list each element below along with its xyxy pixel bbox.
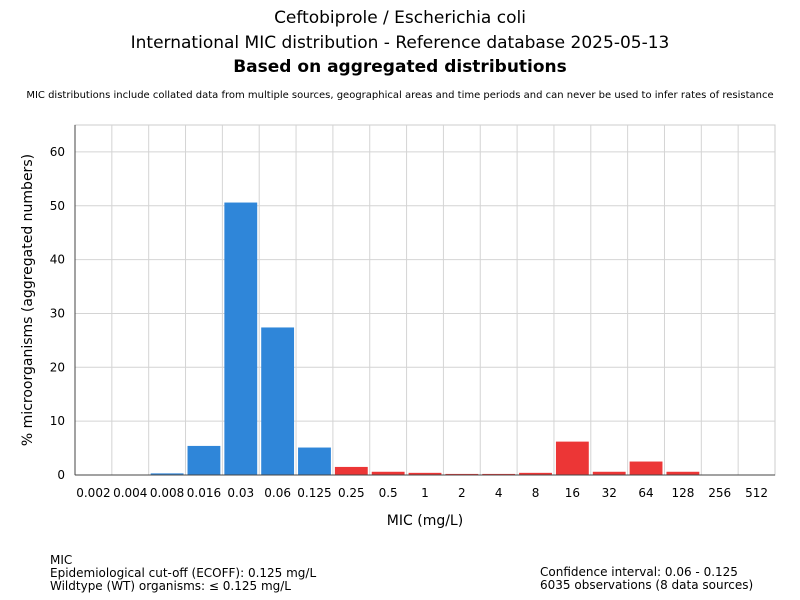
x-tick-label: 64 bbox=[638, 486, 653, 500]
footer-right: Confidence interval: 0.06 - 0.125 6035 o… bbox=[540, 566, 753, 592]
y-axis-label: % microorganisms (aggregated numbers) bbox=[20, 154, 36, 446]
plot-area bbox=[74, 124, 776, 476]
x-tick-label: 512 bbox=[745, 486, 768, 500]
bar-0.008 bbox=[150, 473, 184, 475]
chart-subtitle: MIC distributions include collated data … bbox=[26, 90, 774, 101]
y-tick-label: 40 bbox=[50, 253, 65, 267]
chart-title-2: International MIC distribution - Referen… bbox=[130, 33, 670, 53]
bar-0.125 bbox=[298, 447, 331, 475]
x-tick-label: 0.5 bbox=[379, 486, 398, 500]
bar-1 bbox=[408, 472, 442, 475]
bar-0.016 bbox=[187, 445, 221, 475]
x-tick-label: 0.03 bbox=[227, 486, 254, 500]
bar-16 bbox=[555, 441, 589, 475]
x-tick-label: 2 bbox=[458, 486, 466, 500]
y-tick-label: 20 bbox=[50, 360, 65, 374]
x-tick-label: 0.25 bbox=[338, 486, 365, 500]
y-tick-label: 30 bbox=[50, 306, 65, 320]
x-tick-label: 4 bbox=[495, 486, 503, 500]
x-tick-label: 0.125 bbox=[297, 486, 331, 500]
y-tick-label: 60 bbox=[50, 145, 65, 159]
footer-ci: Confidence interval: 0.06 - 0.125 bbox=[540, 565, 738, 579]
bar-4 bbox=[482, 473, 516, 475]
y-tick-label: 10 bbox=[50, 414, 65, 428]
x-tick-label: 0.008 bbox=[150, 486, 184, 500]
footer-wt: Wildtype (WT) organisms: ≤ 0.125 mg/L bbox=[50, 579, 291, 593]
bar-2 bbox=[445, 473, 479, 475]
x-tick-label: 16 bbox=[565, 486, 580, 500]
bar-32 bbox=[592, 471, 626, 475]
footer-mic: MIC bbox=[50, 553, 73, 567]
x-tick-label: 0.016 bbox=[187, 486, 221, 500]
footer-left: MIC Epidemiological cut-off (ECOFF): 0.1… bbox=[50, 554, 316, 593]
bar-0.06 bbox=[261, 327, 295, 475]
x-tick-label: 0.06 bbox=[264, 486, 291, 500]
chart-title-3: Based on aggregated distributions bbox=[233, 57, 567, 77]
y-tick-label: 0 bbox=[57, 468, 65, 482]
bar-0.5 bbox=[371, 471, 405, 475]
bar-8 bbox=[519, 472, 552, 475]
chart-title: Ceftobiprole / Escherichia coli bbox=[274, 8, 526, 28]
x-tick-label: 8 bbox=[532, 486, 540, 500]
footer-ecoff: Epidemiological cut-off (ECOFF): 0.125 m… bbox=[50, 566, 317, 580]
x-tick-label: 1 bbox=[421, 486, 429, 500]
x-tick-label: 256 bbox=[708, 486, 731, 500]
footer-obs: 6035 observations (8 data sources) bbox=[540, 578, 754, 592]
x-tick-label: 0.002 bbox=[76, 486, 110, 500]
x-tick-label: 0.004 bbox=[113, 486, 147, 500]
bar-64 bbox=[629, 461, 663, 475]
x-axis-label: MIC (mg/L) bbox=[387, 513, 463, 529]
bar-0.25 bbox=[334, 466, 368, 475]
bar-0.03 bbox=[224, 202, 258, 476]
x-tick-label: 128 bbox=[671, 486, 694, 500]
x-tick-label: 32 bbox=[602, 486, 617, 500]
bar-128 bbox=[666, 471, 700, 475]
y-tick-label: 50 bbox=[50, 199, 65, 213]
